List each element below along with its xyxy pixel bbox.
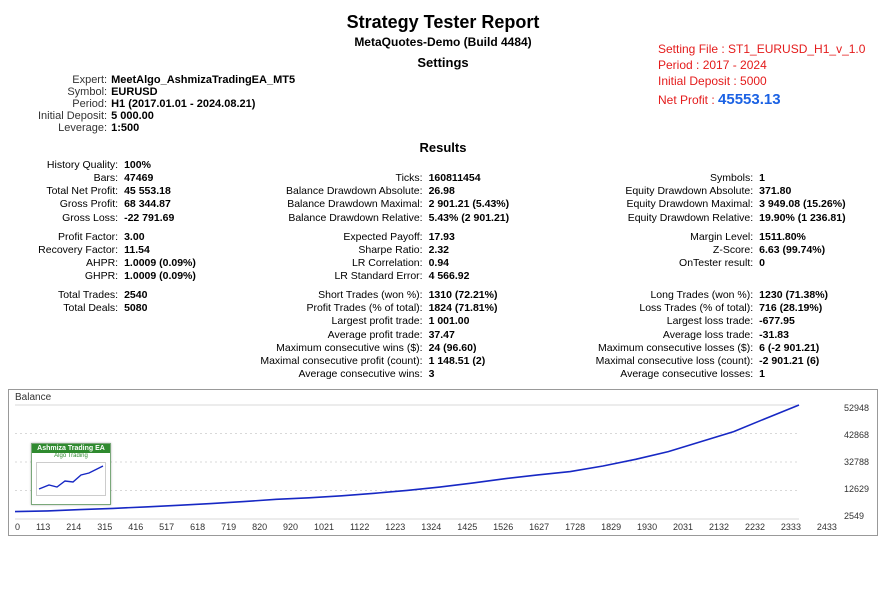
setting-key: Period: (38, 98, 111, 110)
results-row: Gross Profit:68 344.87Balance Drawdown M… (8, 198, 878, 211)
results-row: AHPR:1.0009 (0.09%)LR Correlation:0.94On… (8, 257, 878, 270)
results-row: Bars:47469Ticks:160811454Symbols:1 (8, 172, 878, 185)
setting-value: 5 000.00 (111, 110, 295, 122)
setting-value: H1 (2017.01.01 - 2024.08.21) (111, 98, 295, 110)
summary-callout: Setting File : ST1_EURUSD_H1_v_1.0 Perio… (658, 41, 868, 110)
equity-curve (13, 403, 835, 521)
setting-key: Expert: (38, 74, 111, 86)
results-row: Average profit trade:37.47Average loss t… (8, 329, 878, 342)
results-row: Profit Factor:3.00Expected Payoff:17.93M… (8, 231, 878, 244)
results-row: Total Trades:2540Short Trades (won %):13… (8, 289, 878, 302)
results-row: GHPR:1.0009 (0.09%)LR Standard Error:4 5… (8, 270, 878, 283)
results-row: Recovery Factor:11.54Sharpe Ratio:2.32Z-… (8, 244, 878, 257)
callout-initial-deposit: Initial Deposit : 5000 (658, 73, 868, 89)
setting-value: EURUSD (111, 86, 295, 98)
results-row: Total Deals:5080Profit Trades (% of tota… (8, 302, 878, 315)
results-header: Results (8, 140, 878, 155)
settings-table: Expert:MeetAlgo_AshmizaTradingEA_MT5Symb… (38, 74, 295, 134)
results-row: Gross Loss:-22 791.69Balance Drawdown Re… (8, 212, 878, 225)
report-title: Strategy Tester Report (8, 12, 878, 33)
setting-key: Symbol: (38, 86, 111, 98)
balance-label: Balance (13, 392, 873, 403)
results-table: History Quality:100%Bars:47469Ticks:1608… (8, 159, 878, 381)
setting-key: Leverage: (38, 122, 111, 134)
setting-key: Initial Deposit: (38, 110, 111, 122)
chart-y-axis: 529484286832788126292549 (844, 403, 869, 521)
results-row: Average consecutive wins:3Average consec… (8, 368, 878, 381)
setting-value: 1:500 (111, 122, 295, 134)
chart-x-axis: 0113214315416517618719820920102111221223… (13, 521, 873, 535)
results-row: History Quality:100% (8, 159, 878, 172)
callout-net-profit: Net Profit : 45553.13 (658, 90, 868, 110)
callout-setting-file: Setting File : ST1_EURUSD_H1_v_1.0 (658, 41, 868, 57)
setting-value: MeetAlgo_AshmizaTradingEA_MT5 (111, 74, 295, 86)
results-row: Largest profit trade:1 001.00Largest los… (8, 315, 878, 328)
results-row: Total Net Profit:45 553.18Balance Drawdo… (8, 185, 878, 198)
balance-chart: Balance 529484286832788126292549 Ashmiza… (8, 389, 878, 536)
callout-period: Period : 2017 - 2024 (658, 57, 868, 73)
results-row: Maximal consecutive profit (count):1 148… (8, 355, 878, 368)
results-row: Maximum consecutive wins ($):24 (96.60)M… (8, 342, 878, 355)
ea-thumbnail: Ashmiza Trading EA Algo Trading (31, 443, 111, 505)
